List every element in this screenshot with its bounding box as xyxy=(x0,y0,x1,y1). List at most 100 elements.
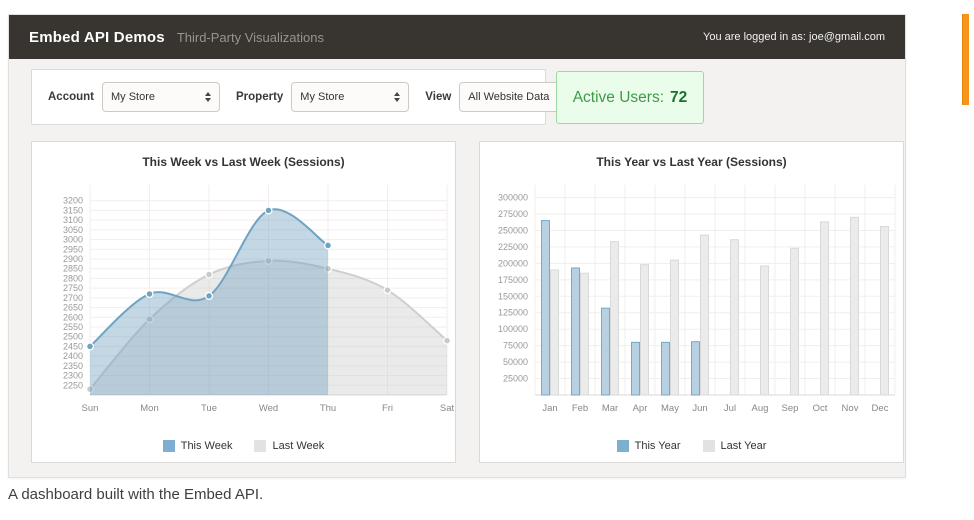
legend-swatch-icon xyxy=(616,440,629,452)
account-select[interactable]: My Store xyxy=(102,82,220,112)
bar-last-year-jan xyxy=(550,269,559,396)
page-caption: A dashboard built with the Embed API. xyxy=(8,486,264,503)
legend-swatch-icon xyxy=(254,440,267,452)
svg-text:25000: 25000 xyxy=(503,374,528,384)
svg-text:Tue: Tue xyxy=(201,403,217,414)
legend-item-this-week: This Week xyxy=(162,440,233,452)
legend-swatch-icon xyxy=(702,440,715,452)
legend-item-last-week: Last Week xyxy=(254,440,324,452)
svg-text:150000: 150000 xyxy=(498,291,528,301)
svg-text:Sat: Sat xyxy=(440,403,455,414)
svg-text:Aug: Aug xyxy=(752,403,769,414)
bar-last-year-may xyxy=(670,259,679,396)
svg-text:Jan: Jan xyxy=(542,403,557,414)
bar-last-year-dec xyxy=(880,226,889,396)
active-users-badge: Active Users: 72 xyxy=(556,71,704,124)
dashboard-frame: Embed API Demos Third-Party Visualizatio… xyxy=(8,14,906,478)
svg-text:2300: 2300 xyxy=(63,371,83,381)
svg-text:2800: 2800 xyxy=(63,273,83,283)
app-header: Embed API Demos Third-Party Visualizatio… xyxy=(9,15,905,59)
svg-text:125000: 125000 xyxy=(498,308,528,318)
week-chart-title: This Week vs Last Week (Sessions) xyxy=(142,155,345,169)
bar-last-year-mar xyxy=(610,241,619,396)
bar-this-year-may xyxy=(661,341,670,396)
bar-this-year-apr xyxy=(631,341,640,396)
property-select-value: My Store xyxy=(300,91,345,103)
data-point xyxy=(145,289,154,299)
data-point xyxy=(85,385,95,394)
svg-text:Dec: Dec xyxy=(872,403,889,414)
svg-text:Jul: Jul xyxy=(724,403,736,414)
svg-text:275000: 275000 xyxy=(498,209,528,219)
orange-scroll-indicator xyxy=(962,14,969,105)
svg-text:225000: 225000 xyxy=(498,242,528,252)
svg-text:Mon: Mon xyxy=(140,403,158,414)
legend-label: Last Week xyxy=(272,440,325,452)
select-arrows-icon xyxy=(205,92,211,102)
svg-text:250000: 250000 xyxy=(498,225,528,235)
property-select[interactable]: My Store xyxy=(291,82,410,112)
account-label: Account xyxy=(48,91,94,103)
account-field: Account My Store xyxy=(48,82,220,112)
svg-text:Sun: Sun xyxy=(82,403,99,414)
app-title: Embed API Demos xyxy=(29,28,165,46)
bar-this-year-mar xyxy=(601,307,610,396)
data-point xyxy=(323,264,333,273)
year-bar-chart: 300000 275000 250000 225000 200000 175000 1500… xyxy=(498,185,896,414)
svg-text:2700: 2700 xyxy=(63,293,83,303)
week-area-chart: 3200315031003050300029502900285028002750… xyxy=(63,185,455,414)
view-label: View xyxy=(425,91,452,103)
account-select-value: My Store xyxy=(111,91,156,103)
legend-label: This Week xyxy=(180,440,233,452)
svg-text:2950: 2950 xyxy=(63,244,83,254)
data-point xyxy=(323,241,333,250)
svg-text:2500: 2500 xyxy=(63,332,83,342)
bar-last-year-sep xyxy=(790,247,799,396)
svg-text:175000: 175000 xyxy=(498,275,528,285)
property-field: Property My Store xyxy=(236,82,410,112)
bar-last-year-apr xyxy=(640,264,649,396)
bar-last-year-aug xyxy=(760,265,769,396)
data-point xyxy=(204,291,214,300)
bar-last-year-jul xyxy=(730,239,739,396)
data-point xyxy=(264,206,273,215)
svg-text:Mar: Mar xyxy=(602,403,618,414)
app-subtitle: Third-Party Visualizations xyxy=(176,29,324,45)
svg-text:May: May xyxy=(661,403,679,414)
data-point xyxy=(442,336,452,345)
data-point xyxy=(204,270,214,279)
property-label: Property xyxy=(236,91,284,103)
series-this-week xyxy=(85,206,333,395)
svg-text:Wed: Wed xyxy=(259,403,278,414)
gridlines xyxy=(534,185,896,396)
svg-text:2850: 2850 xyxy=(63,264,83,274)
svg-text:300000: 300000 xyxy=(498,193,528,203)
legend-item-last-year: Last Year xyxy=(702,440,767,452)
svg-text:2400: 2400 xyxy=(63,351,83,361)
y-axis-labels: 3200315031003050300029502900285028002750… xyxy=(63,196,83,391)
account-toolbar: Account My Store Property My Store View … xyxy=(31,69,578,125)
data-point xyxy=(145,315,154,324)
legend-label: Last Year xyxy=(720,440,767,452)
bar-last-year-nov xyxy=(850,216,859,396)
svg-text:2550: 2550 xyxy=(63,322,83,332)
week-chart-legend: This Week Last Week xyxy=(32,440,455,452)
svg-text:Nov: Nov xyxy=(842,403,859,414)
y-axis-labels: 300000 275000 250000 225000 200000 175000 1500… xyxy=(498,193,528,384)
data-point xyxy=(85,342,95,351)
bar-this-year-jan xyxy=(541,220,550,396)
svg-text:2650: 2650 xyxy=(63,303,83,313)
svg-text:2250: 2250 xyxy=(63,380,83,390)
year-chart-panel: This Year vs Last Year (Sessions) 300000… xyxy=(479,141,904,463)
series-last-week xyxy=(85,256,452,395)
week-chart-panel: This Week vs Last Week (Sessions) 3200 31… xyxy=(31,141,456,463)
x-axis-labels: Sun Mon Tue Wed Thu Fri Sat xyxy=(82,403,455,414)
svg-text:3200: 3200 xyxy=(63,196,83,206)
svg-text:2750: 2750 xyxy=(63,283,83,293)
active-users-label: Active Users: xyxy=(572,88,665,106)
bar-last-year-jun xyxy=(700,234,709,396)
legend-item-this-year: This Year xyxy=(616,440,681,452)
bar-last-year-oct xyxy=(820,221,829,396)
data-point xyxy=(264,256,273,265)
